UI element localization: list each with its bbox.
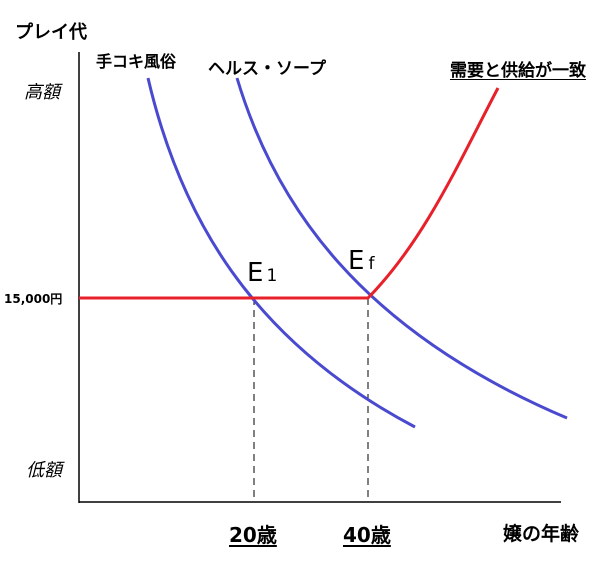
health-soap-demand-curve bbox=[235, 77, 568, 420]
point-e1-sub: 1 bbox=[266, 266, 278, 286]
point-ef-main: E bbox=[348, 246, 365, 276]
handjob-demand-curve bbox=[146, 77, 416, 429]
x-tick-20: 20歳 bbox=[229, 523, 277, 547]
y-axis-title: プレイ代 bbox=[15, 22, 87, 43]
supply-curve bbox=[79, 87, 500, 300]
y-high-label: 高額 bbox=[24, 82, 60, 103]
health-soap-curve-label: ヘルス・ソープ bbox=[208, 59, 326, 79]
point-e1-main: E bbox=[247, 258, 264, 288]
handjob-curve-label: 手コキ風俗 bbox=[96, 52, 177, 71]
price-level-label: 15,000円 bbox=[4, 292, 63, 306]
point-ef-sub: f bbox=[368, 254, 375, 274]
x-axis-title: 嬢の年齢 bbox=[503, 523, 580, 545]
x-tick-40: 40歳 bbox=[343, 523, 391, 547]
y-low-label: 低額 bbox=[26, 460, 62, 481]
equilibrium-label: 需要と供給が一致 bbox=[450, 61, 586, 81]
